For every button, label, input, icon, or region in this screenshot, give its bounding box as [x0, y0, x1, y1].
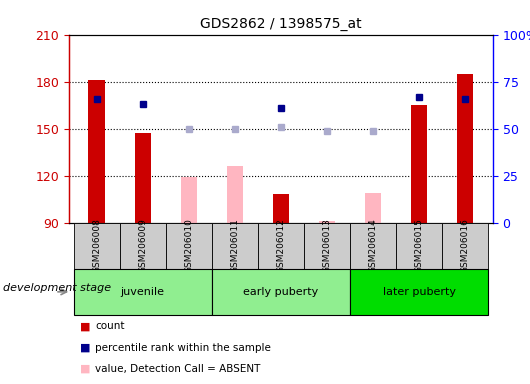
- FancyBboxPatch shape: [74, 223, 120, 269]
- Text: GSM206010: GSM206010: [184, 218, 193, 273]
- Bar: [319, 221, 335, 223]
- FancyBboxPatch shape: [396, 223, 442, 269]
- FancyBboxPatch shape: [258, 223, 304, 269]
- FancyBboxPatch shape: [212, 223, 258, 269]
- Bar: [457, 74, 473, 223]
- Bar: [365, 193, 381, 223]
- FancyBboxPatch shape: [350, 223, 396, 269]
- Text: GSM206013: GSM206013: [322, 218, 331, 273]
- Text: GSM206011: GSM206011: [231, 218, 240, 273]
- Title: GDS2862 / 1398575_at: GDS2862 / 1398575_at: [200, 17, 361, 31]
- Bar: [89, 80, 104, 223]
- Text: early puberty: early puberty: [243, 287, 319, 297]
- Text: GSM206014: GSM206014: [368, 218, 377, 273]
- FancyBboxPatch shape: [442, 223, 488, 269]
- Bar: [227, 166, 243, 223]
- Text: GSM206008: GSM206008: [92, 218, 101, 273]
- Text: value, Detection Call = ABSENT: value, Detection Call = ABSENT: [95, 364, 261, 374]
- Text: ■: ■: [80, 321, 90, 331]
- Text: development stage: development stage: [3, 283, 111, 293]
- Bar: [181, 177, 197, 223]
- Text: GSM206015: GSM206015: [414, 218, 423, 273]
- Text: later puberty: later puberty: [383, 287, 456, 297]
- FancyBboxPatch shape: [166, 223, 212, 269]
- FancyBboxPatch shape: [74, 269, 212, 315]
- FancyBboxPatch shape: [350, 269, 488, 315]
- FancyBboxPatch shape: [120, 223, 166, 269]
- Bar: [411, 105, 427, 223]
- FancyBboxPatch shape: [212, 269, 350, 315]
- Bar: [273, 195, 289, 223]
- Text: ■: ■: [80, 364, 90, 374]
- Text: juvenile: juvenile: [121, 287, 165, 297]
- Bar: [135, 133, 151, 223]
- Text: ■: ■: [80, 343, 90, 353]
- Text: GSM206012: GSM206012: [277, 218, 285, 273]
- Text: GSM206016: GSM206016: [461, 218, 470, 273]
- FancyBboxPatch shape: [304, 223, 350, 269]
- Text: GSM206009: GSM206009: [138, 218, 147, 273]
- Text: count: count: [95, 321, 125, 331]
- Text: percentile rank within the sample: percentile rank within the sample: [95, 343, 271, 353]
